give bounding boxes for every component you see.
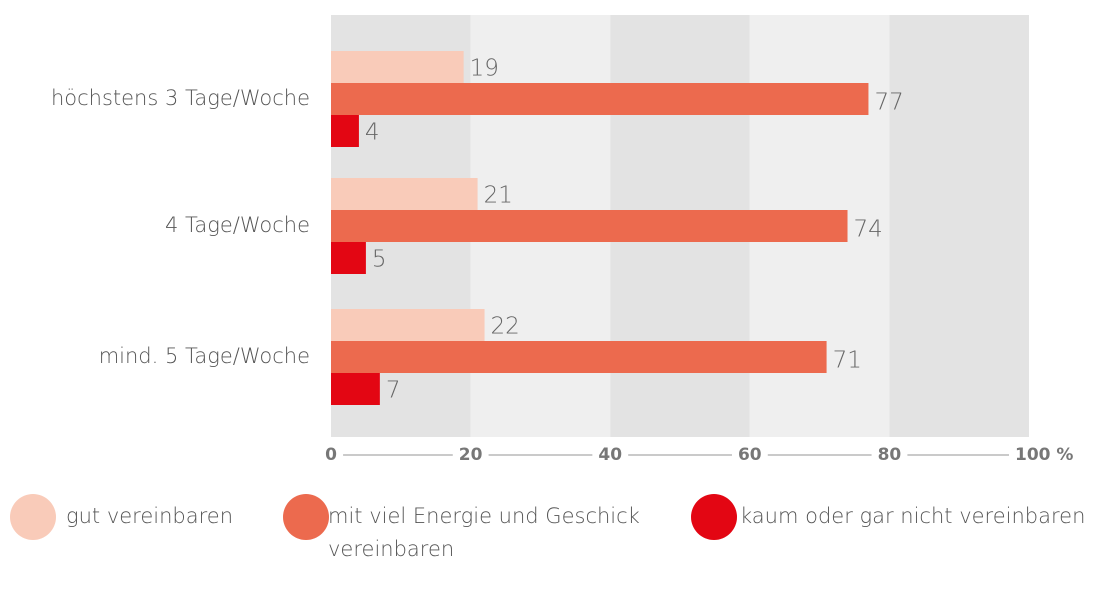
legend-label: mit viel Energie und Geschick vereinbare…: [328, 504, 640, 561]
value-label: 74: [854, 217, 883, 243]
category-label: höchstens 3 Tage/Woche: [51, 86, 310, 110]
bar: [331, 341, 827, 373]
grid-band: [889, 15, 1029, 437]
x-tick-label: 40: [598, 445, 622, 465]
value-label: 77: [874, 90, 903, 116]
x-tick-label: 20: [459, 445, 483, 465]
bar: [331, 309, 485, 341]
bar: [331, 210, 848, 242]
x-tick-label: 80: [878, 445, 902, 465]
legend-swatch: [283, 494, 329, 540]
legend-swatch: [10, 494, 56, 540]
legend-label: kaum oder gar nicht vereinbaren: [740, 504, 1086, 528]
value-label: 21: [484, 183, 513, 209]
value-label: 19: [470, 56, 499, 82]
legend-swatch: [691, 494, 737, 540]
legend-label: gut vereinbaren: [66, 504, 234, 528]
x-tick-label: 0: [325, 445, 337, 465]
bar: [331, 83, 869, 115]
bar: [331, 242, 366, 274]
value-label: 4: [365, 120, 380, 146]
bar: [331, 373, 380, 405]
category-label: mind. 5 Tage/Woche: [99, 344, 310, 368]
x-tick-label: 100 %: [1015, 445, 1073, 465]
value-label: 22: [491, 314, 520, 340]
value-label: 71: [833, 348, 862, 374]
bar: [331, 51, 464, 83]
chart: 0 20 40 60 80 100 %höchstens 3 Tage/Woche1977…: [51, 15, 1073, 465]
value-label: 7: [386, 378, 401, 404]
bar: [331, 178, 478, 210]
bar: [331, 115, 359, 147]
value-label: 5: [372, 247, 387, 273]
category-label: 4 Tage/Woche: [165, 213, 310, 237]
x-tick-label: 60: [738, 445, 762, 465]
